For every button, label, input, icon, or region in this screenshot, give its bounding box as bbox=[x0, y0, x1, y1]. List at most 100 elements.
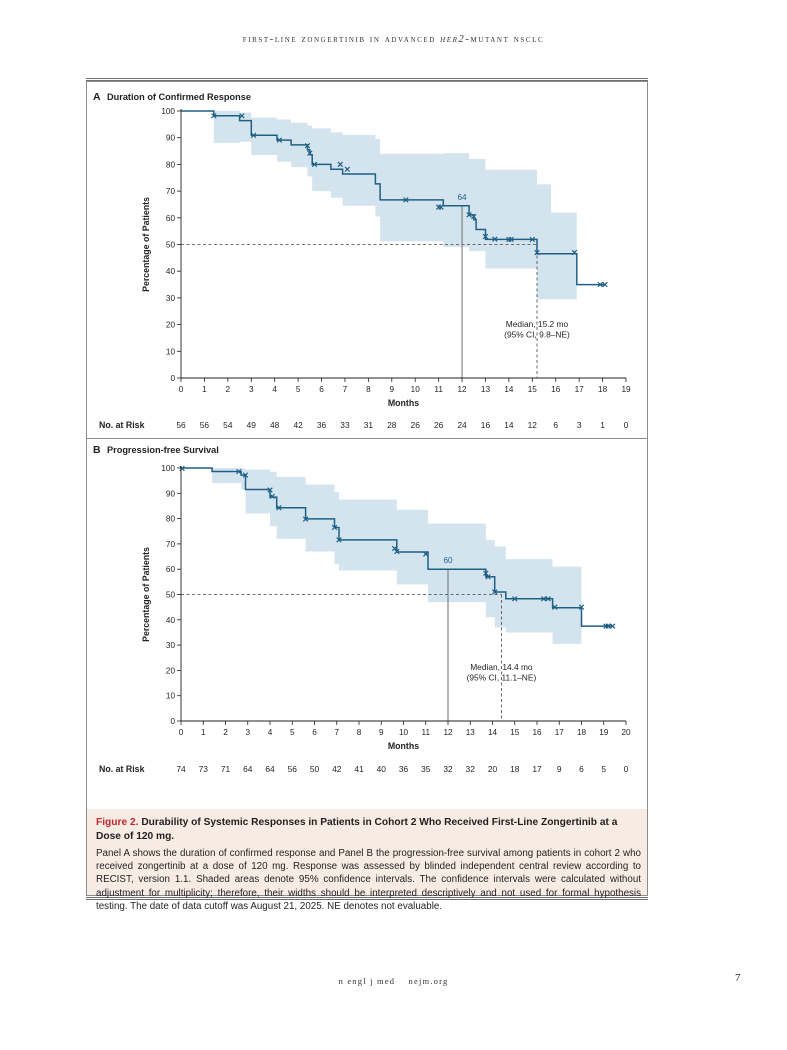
censor-mark bbox=[512, 596, 518, 602]
censor-mark bbox=[269, 493, 275, 500]
censor-mark bbox=[483, 570, 489, 576]
at-risk-value: 73 bbox=[199, 764, 209, 774]
censor-mark bbox=[492, 589, 498, 595]
x-tick-label: 12 bbox=[457, 385, 467, 394]
x-tick-label: 19 bbox=[599, 728, 609, 737]
at-risk-value: 48 bbox=[270, 420, 280, 430]
median-label: Median, 15.2 mo bbox=[506, 319, 569, 329]
x-tick-label: 4 bbox=[272, 385, 277, 394]
at-risk-value: 18 bbox=[510, 764, 520, 774]
censor-mark bbox=[466, 212, 472, 218]
x-tick-label: 19 bbox=[621, 385, 631, 394]
panel-b: B Progression-free Survival 60 Median, 14.4… bbox=[86, 437, 648, 810]
footer-journal: n engl j med bbox=[338, 976, 396, 986]
figure-caption: Figure 2. Durability of Systemic Respons… bbox=[86, 809, 648, 912]
at-risk-value: 20 bbox=[488, 764, 498, 774]
censor-mark bbox=[344, 166, 351, 172]
median-ci-label: (95% CI, 9.8–NE) bbox=[504, 330, 570, 340]
at-risk-value: 5 bbox=[601, 764, 606, 774]
x-tick-label: 8 bbox=[366, 385, 371, 394]
x-tick-label: 15 bbox=[528, 385, 538, 394]
running-head-post: -mutant nsclc bbox=[465, 34, 545, 45]
at-risk-value: 35 bbox=[421, 764, 431, 774]
x-tick-label: 15 bbox=[510, 728, 520, 737]
y-tick-label: 20 bbox=[166, 321, 176, 330]
censor-mark bbox=[605, 623, 611, 629]
censor-mark bbox=[540, 596, 547, 602]
at-risk-value: 49 bbox=[247, 420, 257, 430]
y-tick-label: 0 bbox=[170, 717, 175, 726]
y-tick-label: 10 bbox=[166, 692, 176, 701]
censor-mark bbox=[337, 161, 343, 168]
at-risk-value: 41 bbox=[354, 764, 364, 774]
x-axis-label: Months bbox=[388, 741, 419, 751]
y-tick-label: 60 bbox=[166, 214, 176, 223]
censor-mark bbox=[242, 472, 249, 478]
x-tick-label: 6 bbox=[312, 728, 317, 737]
at-risk-value: 56 bbox=[288, 764, 298, 774]
censor-mark bbox=[609, 623, 616, 629]
x-tick-label: 13 bbox=[481, 385, 491, 394]
x-tick-label: 2 bbox=[223, 728, 228, 737]
at-risk-value: 71 bbox=[221, 764, 231, 774]
x-tick-label: 7 bbox=[334, 728, 339, 737]
x-tick-label: 3 bbox=[245, 728, 250, 737]
at-risk-value: 64 bbox=[265, 764, 275, 774]
y-tick-label: 30 bbox=[166, 294, 176, 303]
panel-title: Progression-free Survival bbox=[107, 445, 219, 455]
x-tick-label: 10 bbox=[399, 728, 409, 737]
landmark-value-label: 64 bbox=[457, 193, 467, 202]
y-tick-label: 60 bbox=[166, 565, 176, 574]
y-tick-label: 0 bbox=[170, 374, 175, 383]
x-axis-label: Months bbox=[388, 398, 419, 408]
y-tick-label: 90 bbox=[166, 489, 176, 498]
x-tick-label: 18 bbox=[577, 728, 587, 737]
at-risk-value: 31 bbox=[364, 420, 374, 430]
at-risk-value: 6 bbox=[579, 764, 584, 774]
x-tick-label: 0 bbox=[179, 385, 184, 394]
censor-mark bbox=[423, 551, 429, 557]
y-tick-label: 40 bbox=[166, 616, 176, 625]
at-risk-value: 14 bbox=[504, 420, 514, 430]
x-tick-label: 0 bbox=[179, 728, 184, 737]
at-risk-value: 24 bbox=[457, 420, 467, 430]
x-tick-label: 20 bbox=[621, 728, 631, 737]
panel-letter: A bbox=[93, 91, 101, 103]
censor-mark bbox=[394, 548, 400, 555]
x-tick-label: 5 bbox=[296, 385, 301, 394]
at-risk-value: 26 bbox=[411, 420, 421, 430]
y-tick-label: 10 bbox=[166, 347, 176, 356]
censor-mark bbox=[302, 516, 309, 522]
at-risk-value: 28 bbox=[387, 420, 397, 430]
at-risk-value: 17 bbox=[532, 764, 542, 774]
censor-mark bbox=[529, 236, 536, 243]
median-label: Median, 14.4 mo bbox=[470, 662, 533, 672]
x-tick-label: 2 bbox=[226, 385, 231, 394]
at-risk-value: 42 bbox=[293, 420, 303, 430]
censor-mark bbox=[236, 468, 242, 475]
censor-mark bbox=[482, 233, 489, 240]
at-risk-value: 32 bbox=[443, 764, 453, 774]
confidence-band bbox=[181, 468, 582, 644]
at-risk-value: 36 bbox=[399, 764, 409, 774]
at-risk-value: 56 bbox=[176, 420, 186, 430]
x-tick-label: 18 bbox=[598, 385, 608, 394]
x-tick-label: 1 bbox=[201, 728, 206, 737]
at-risk-value: 1 bbox=[600, 420, 605, 430]
y-tick-label: 80 bbox=[166, 515, 176, 524]
survival-curve bbox=[181, 110, 605, 286]
x-tick-label: 13 bbox=[466, 728, 476, 737]
censor-mark bbox=[485, 574, 491, 580]
page-number: 7 bbox=[735, 972, 741, 984]
censor-mark bbox=[276, 137, 283, 143]
censor-mark bbox=[578, 604, 585, 610]
at-risk-value: 50 bbox=[310, 764, 320, 774]
panel-letter: B bbox=[93, 444, 101, 456]
x-tick-label: 14 bbox=[488, 728, 498, 737]
y-tick-label: 50 bbox=[166, 241, 176, 250]
x-tick-label: 4 bbox=[268, 728, 273, 737]
censor-mark bbox=[597, 281, 603, 288]
censor-mark bbox=[250, 132, 257, 139]
censor-mark bbox=[552, 604, 558, 610]
running-head-gene: her2 bbox=[440, 34, 466, 45]
